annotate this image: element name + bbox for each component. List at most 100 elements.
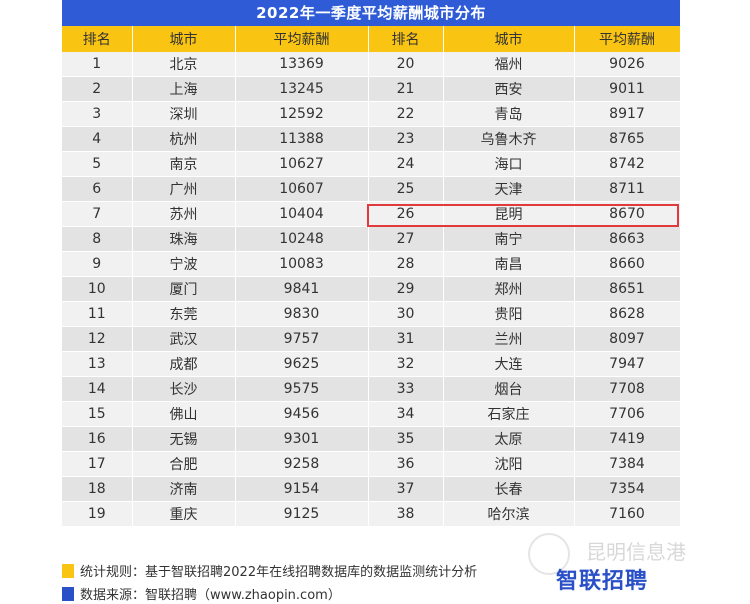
cell-city-left: 济南 [132,476,236,502]
cell-city-right: 贵阳 [443,301,575,327]
cell-salary-right: 9026 [574,52,681,77]
cell-rank-left: 15 [62,401,133,427]
cell-rank-left: 19 [62,501,133,527]
salary-table-container: 2022年一季度平均薪酬城市分布 排名 城市 平均薪酬 排名 城市 平均薪酬 1… [62,0,681,527]
cell-salary-left: 9625 [235,351,369,377]
cell-city-left: 珠海 [132,226,236,252]
table-row: 4 杭州 11388 23 乌鲁木齐 8765 [62,126,681,152]
table-row: 2 上海 13245 21 西安 9011 [62,76,681,102]
cell-city-left: 长沙 [132,376,236,402]
cell-rank-right: 29 [368,276,444,302]
table-row: 17 合肥 9258 36 沈阳 7384 [62,451,681,477]
table-row: 11 东莞 9830 30 贵阳 8628 [62,301,681,327]
cell-salary-right: 7419 [574,426,681,452]
cell-rank-left: 2 [62,76,133,102]
cell-rank-left: 10 [62,276,133,302]
cell-rank-right: 37 [368,476,444,502]
cell-rank-right: 26 [368,201,444,227]
cell-city-left: 深圳 [132,101,236,127]
source-text: 数据来源：智联招聘（www.zhaopin.com） [80,588,341,603]
cell-city-right: 南昌 [443,251,575,277]
cell-city-right: 青岛 [443,101,575,127]
cell-city-left: 无锡 [132,426,236,452]
cell-rank-right: 38 [368,501,444,527]
cell-city-left: 武汉 [132,326,236,352]
cell-rank-left: 1 [62,52,133,77]
cell-rank-right: 31 [368,326,444,352]
cell-city-right: 天津 [443,176,575,202]
cell-salary-right: 8628 [574,301,681,327]
cell-city-left: 南京 [132,151,236,177]
cell-salary-right: 7160 [574,501,681,527]
table-row: 1 北京 13369 20 福州 9026 [62,52,681,77]
cell-city-right: 昆明 [443,201,575,227]
cell-rank-left: 5 [62,151,133,177]
cell-rank-left: 16 [62,426,133,452]
cell-city-left: 北京 [132,52,236,77]
cell-rank-right: 27 [368,226,444,252]
cell-salary-left: 12592 [235,101,369,127]
cell-salary-left: 11388 [235,126,369,152]
cell-city-left: 成都 [132,351,236,377]
zhaopin-logo: 智联招聘 [556,569,649,594]
cell-salary-left: 9154 [235,476,369,502]
cell-salary-right: 8742 [574,151,681,177]
cell-salary-left: 9125 [235,501,369,527]
cell-salary-right: 7947 [574,351,681,377]
cell-city-left: 厦门 [132,276,236,302]
header-city-1: 城市 [132,26,236,52]
cell-rank-right: 35 [368,426,444,452]
cell-salary-right: 8765 [574,126,681,152]
cell-rank-left: 8 [62,226,133,252]
cell-city-left: 苏州 [132,201,236,227]
cell-rank-left: 18 [62,476,133,502]
cell-rank-right: 20 [368,52,444,77]
cell-salary-left: 9757 [235,326,369,352]
table-row: 8 珠海 10248 27 南宁 8663 [62,226,681,252]
header-salary-1: 平均薪酬 [235,26,369,52]
cell-rank-left: 11 [62,301,133,327]
cell-rank-right: 34 [368,401,444,427]
table-row: 14 长沙 9575 33 烟台 7708 [62,376,681,402]
table-row: 7 苏州 10404 26 昆明 8670 [62,201,681,227]
table-row: 15 佛山 9456 34 石家庄 7706 [62,401,681,427]
cell-salary-right: 8660 [574,251,681,277]
table-row: 6 广州 10607 25 天津 8711 [62,176,681,202]
cell-salary-right: 8711 [574,176,681,202]
cell-rank-left: 17 [62,451,133,477]
cell-rank-left: 6 [62,176,133,202]
cell-city-right: 哈尔滨 [443,501,575,527]
cell-city-left: 合肥 [132,451,236,477]
cell-salary-right: 8097 [574,326,681,352]
cell-city-right: 南宁 [443,226,575,252]
header-city-2: 城市 [443,26,575,52]
watermark-text: 昆明信息港 [586,540,686,564]
table-row: 19 重庆 9125 38 哈尔滨 7160 [62,501,681,527]
cell-city-right: 长春 [443,476,575,502]
cell-city-right: 大连 [443,351,575,377]
cell-city-right: 郑州 [443,276,575,302]
cell-city-left: 广州 [132,176,236,202]
cell-rank-right: 25 [368,176,444,202]
cell-city-left: 重庆 [132,501,236,527]
cell-rank-left: 7 [62,201,133,227]
cell-rank-left: 3 [62,101,133,127]
cell-rank-right: 23 [368,126,444,152]
rule-marker [62,564,74,578]
table-row: 16 无锡 9301 35 太原 7419 [62,426,681,452]
cell-salary-left: 9456 [235,401,369,427]
cell-salary-left: 10404 [235,201,369,227]
table-row: 3 深圳 12592 22 青岛 8917 [62,101,681,127]
footer-rule: 统计规则：基于智联招聘2022年在线招聘数据库的数据监测统计分析 [62,561,477,580]
cell-salary-left: 9575 [235,376,369,402]
cell-rank-right: 32 [368,351,444,377]
watermark-emblem [528,533,570,575]
cell-salary-right: 7708 [574,376,681,402]
table-title: 2022年一季度平均薪酬城市分布 [62,0,680,26]
cell-salary-left: 9830 [235,301,369,327]
cell-salary-left: 9841 [235,276,369,302]
cell-salary-right: 7354 [574,476,681,502]
cell-salary-left: 10627 [235,151,369,177]
footer-source: 数据来源：智联招聘（www.zhaopin.com） [62,584,341,603]
cell-city-left: 上海 [132,76,236,102]
